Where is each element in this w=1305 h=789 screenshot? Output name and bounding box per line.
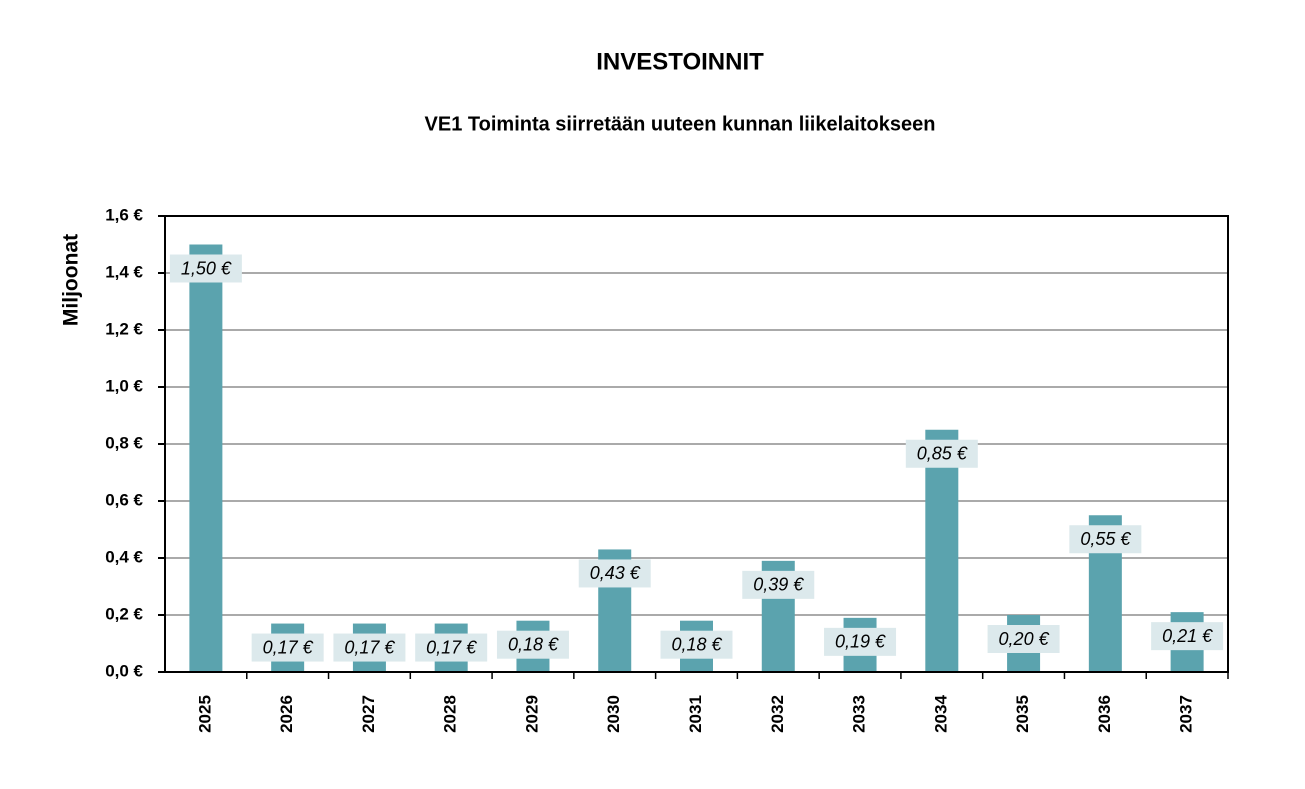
- y-tick-label: 0,6 €: [105, 490, 143, 509]
- value-label: 1,50 €: [181, 258, 232, 278]
- x-tick-label: 2037: [1177, 695, 1196, 733]
- x-tick-label: 2034: [931, 695, 950, 733]
- value-label: 0,18 €: [671, 634, 722, 654]
- value-label-box: [578, 559, 651, 588]
- value-label-box: [1069, 525, 1142, 554]
- x-tick-label: 2033: [850, 695, 869, 733]
- value-label: 0,43 €: [590, 563, 641, 583]
- value-label-box: [169, 254, 242, 283]
- value-label-box: [905, 439, 978, 468]
- value-label-box: [415, 633, 488, 662]
- value-label-box: [1151, 622, 1224, 651]
- x-tick-label: 2035: [1013, 695, 1032, 733]
- value-label: 0,17 €: [426, 637, 477, 657]
- value-label: 0,20 €: [999, 629, 1050, 649]
- y-tick-label: 1,0 €: [105, 376, 143, 395]
- x-tick-label: 2031: [686, 695, 705, 733]
- y-axis-label: Miljoonat: [60, 234, 83, 326]
- y-tick-label: 0,8 €: [105, 433, 143, 452]
- bar: [189, 244, 223, 672]
- x-tick-label: 2029: [522, 695, 541, 733]
- value-label-box: [496, 630, 569, 659]
- x-tick-label: 2030: [604, 695, 623, 733]
- value-label: 0,19 €: [835, 632, 886, 652]
- y-tick-label: 1,2 €: [105, 319, 143, 338]
- plot-frame: [164, 215, 1229, 673]
- chart-title: INVESTOINNIT: [596, 48, 764, 75]
- x-tick-label: 2028: [441, 695, 460, 733]
- value-label: 0,85 €: [917, 444, 968, 464]
- value-label-box: [824, 627, 897, 656]
- y-tick-label: 0,4 €: [105, 547, 143, 566]
- value-label-box: [333, 633, 406, 662]
- chart-subtitle: VE1 Toiminta siirretään uuteen kunnan li…: [425, 113, 936, 135]
- x-tick-label: 2036: [1095, 695, 1114, 733]
- value-label: 0,17 €: [263, 637, 314, 657]
- y-tick-label: 1,6 €: [105, 205, 143, 224]
- x-tick-label: 2027: [359, 695, 378, 733]
- y-tick-label: 0,0 €: [105, 661, 143, 680]
- value-label-box: [251, 633, 324, 662]
- y-tick-label: 1,4 €: [105, 262, 143, 281]
- x-tick-label: 2025: [195, 695, 214, 733]
- bar: [925, 429, 959, 672]
- value-label: 0,55 €: [1080, 529, 1131, 549]
- value-label: 0,39 €: [753, 575, 804, 595]
- value-label: 0,18 €: [508, 634, 559, 654]
- value-label: 0,21 €: [1162, 626, 1213, 646]
- x-tick-label: 2026: [277, 695, 296, 733]
- value-label: 0,17 €: [344, 637, 395, 657]
- x-tick-label: 2032: [768, 695, 787, 733]
- value-label-box: [987, 625, 1060, 653]
- value-label-box: [660, 630, 733, 659]
- value-label-box: [742, 570, 815, 599]
- y-tick-label: 0,2 €: [105, 604, 143, 623]
